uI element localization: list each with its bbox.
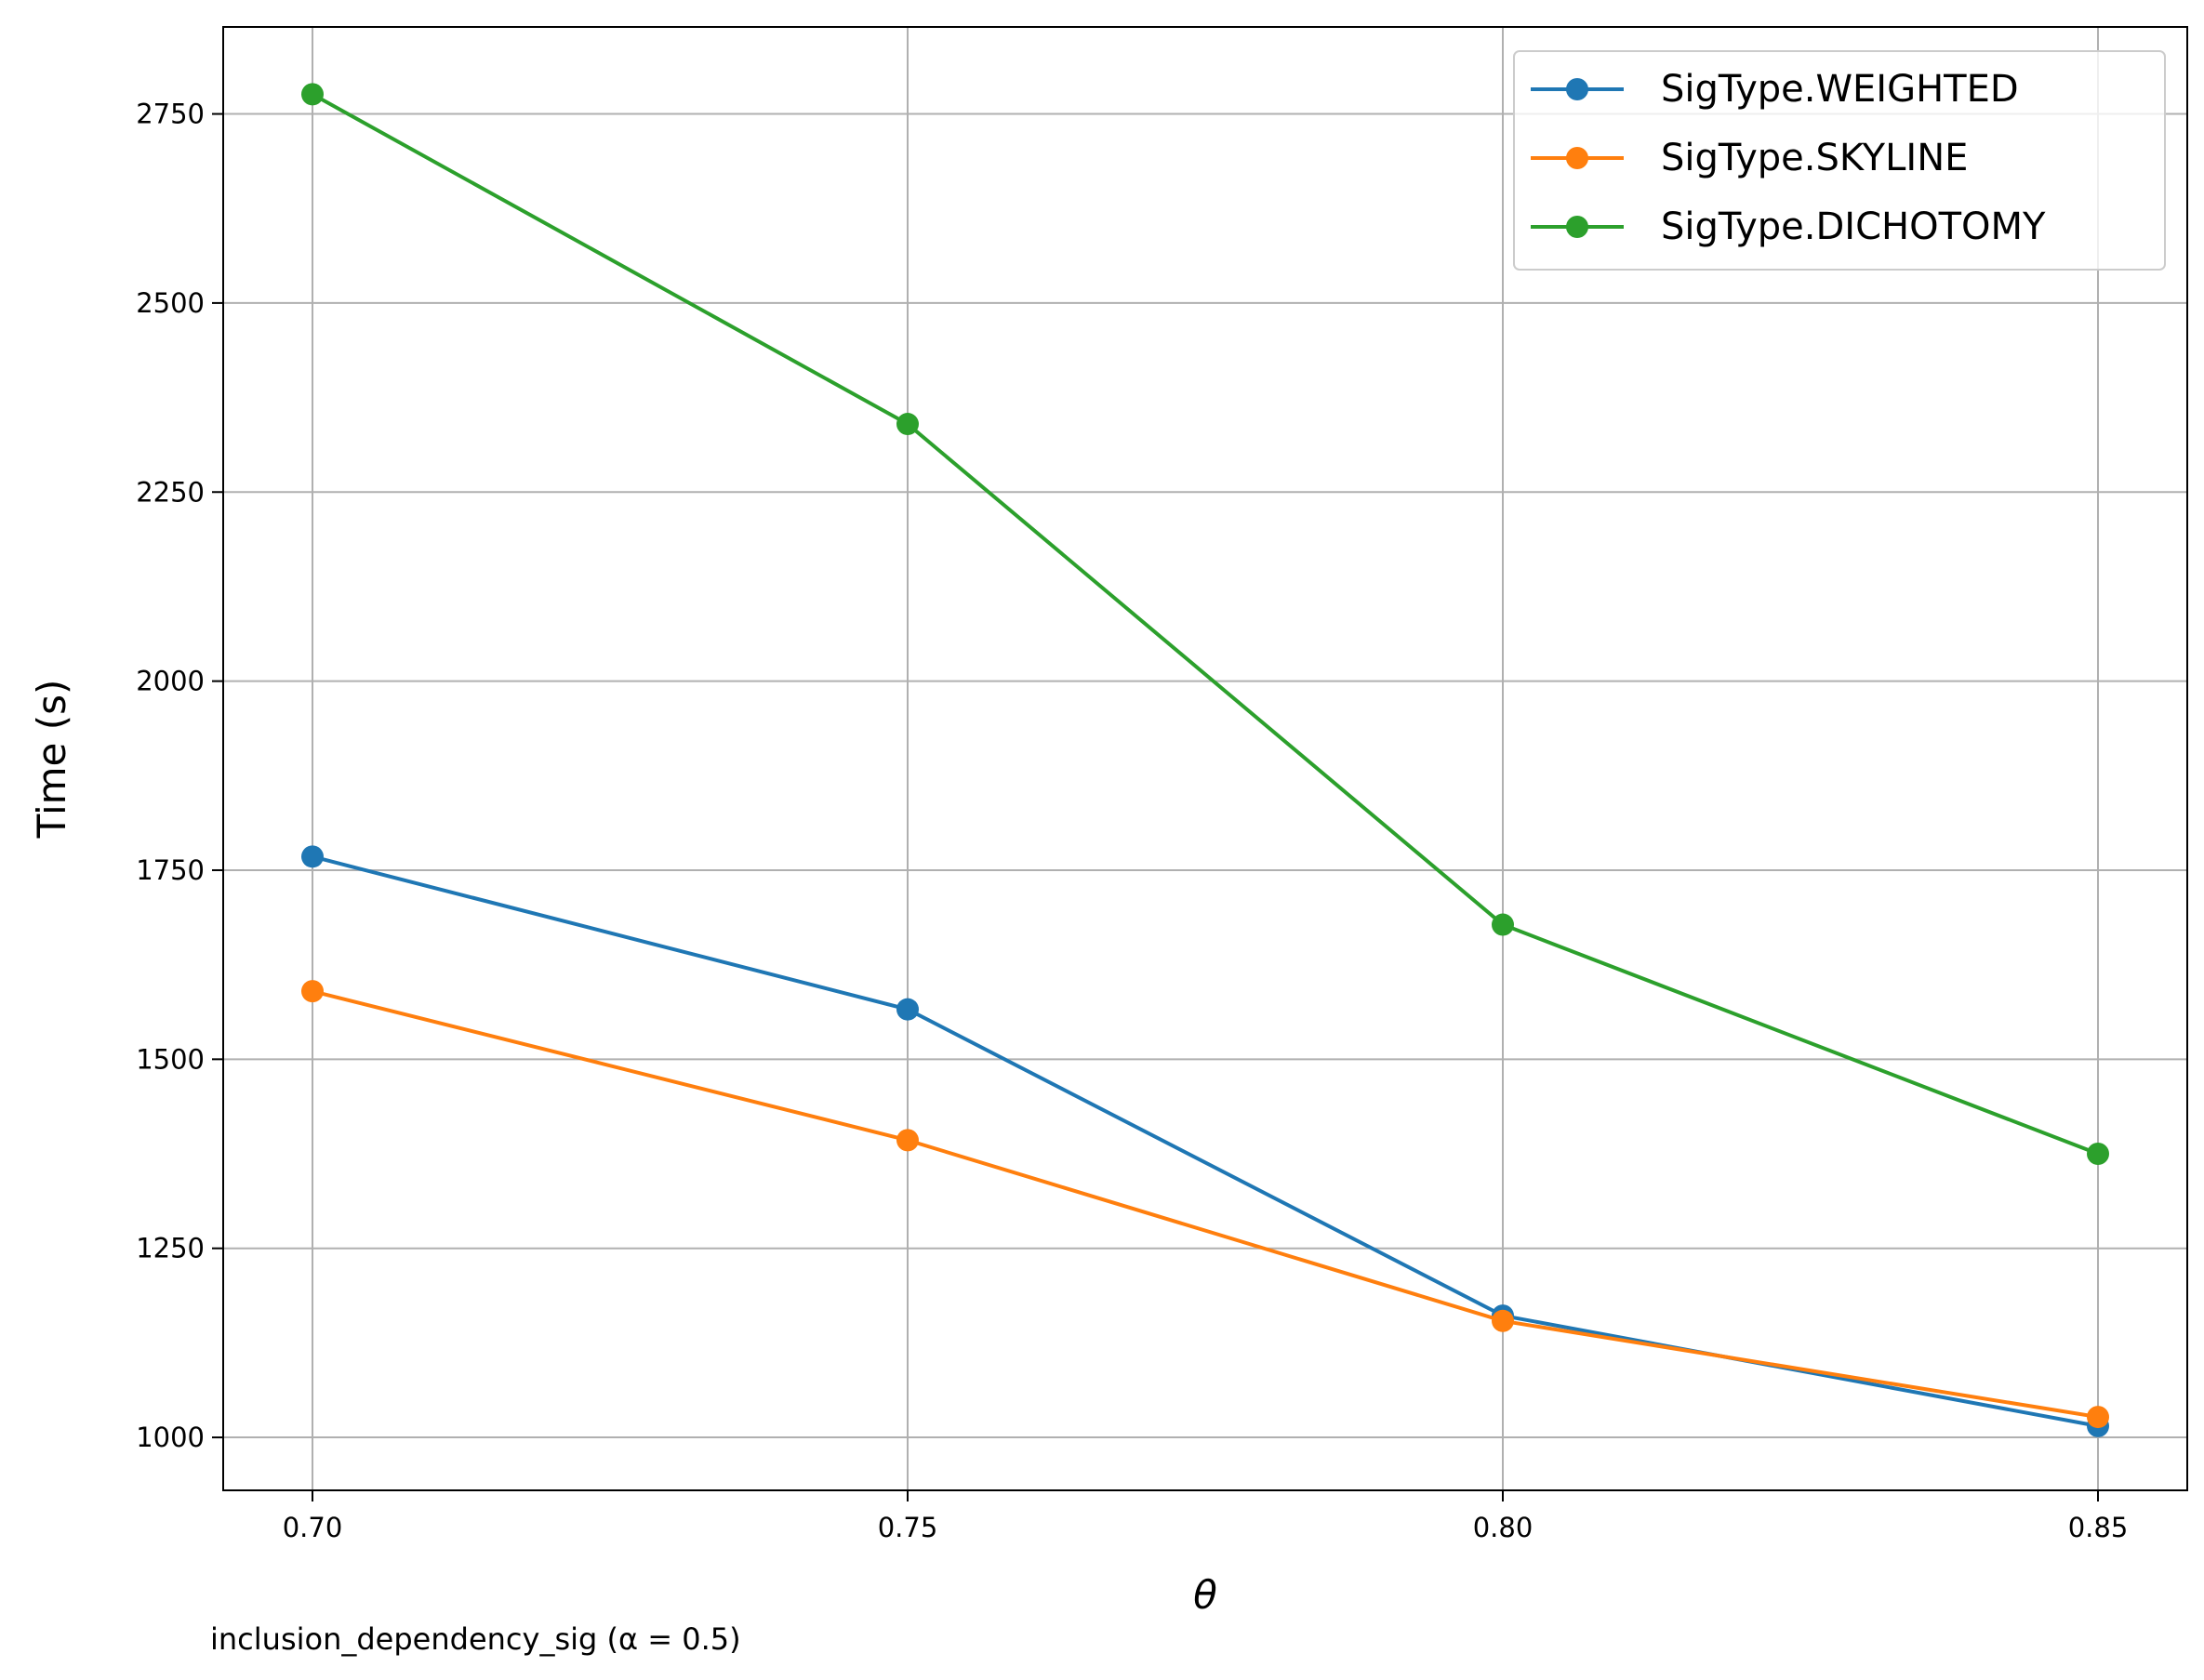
y-tick-label: 1750: [136, 854, 205, 886]
legend-label: SigType.SKYLINE: [1661, 137, 1968, 179]
y-axis-label: Time (s): [29, 680, 74, 840]
y-tick-label: 1500: [136, 1043, 205, 1075]
y-tick-label: 2750: [136, 99, 205, 130]
data-point: [896, 998, 919, 1021]
data-point: [301, 83, 324, 106]
data-point: [2087, 1406, 2109, 1429]
legend-box: [1513, 50, 2166, 271]
legend-marker: [1566, 147, 1588, 169]
series-line-sigtype-weighted: [312, 854, 2099, 1428]
legend-marker: [1566, 216, 1588, 238]
axes-frame: [222, 26, 2188, 1491]
data-point: [1492, 913, 1514, 936]
y-tick-label: 1250: [136, 1233, 205, 1264]
data-point: [2087, 1143, 2109, 1166]
series-line-sigtype-skyline: [312, 989, 2099, 1420]
legend-label: SigType.WEIGHTED: [1661, 68, 2019, 111]
y-tick-label: 2000: [136, 666, 205, 697]
legend-label: SigType.DICHOTOMY: [1661, 205, 2046, 248]
series-layer: [301, 83, 2109, 1437]
data-point: [1492, 1309, 1514, 1332]
series-line-sigtype-dichotomy: [312, 92, 2099, 1156]
data-point: [301, 980, 324, 1003]
x-tick-label: 0.85: [2068, 1512, 2129, 1543]
x-axis-label: θ: [1193, 1572, 1217, 1618]
y-tick-label: 2500: [136, 287, 205, 319]
x-tick-label: 0.70: [283, 1512, 343, 1543]
x-tick-label: 0.80: [1473, 1512, 1534, 1543]
ticks: 0.70 0.75 0.80 0.85 1000 1250 1500 1750 2000 2250…: [136, 99, 2128, 1543]
caption: inclusion_dependency_sig (α = 0.5): [210, 1621, 741, 1657]
data-point: [896, 413, 919, 436]
data-point: [896, 1129, 919, 1152]
y-tick-label: 2250: [136, 476, 205, 508]
data-point: [301, 845, 324, 868]
x-tick-label: 0.75: [878, 1512, 938, 1543]
legend-marker: [1566, 78, 1588, 100]
grid: [223, 27, 2187, 1490]
legend: SigType.WEIGHTED SigType.SKYLINE SigType.D…: [1513, 50, 2166, 271]
y-tick-label: 1000: [136, 1422, 205, 1453]
